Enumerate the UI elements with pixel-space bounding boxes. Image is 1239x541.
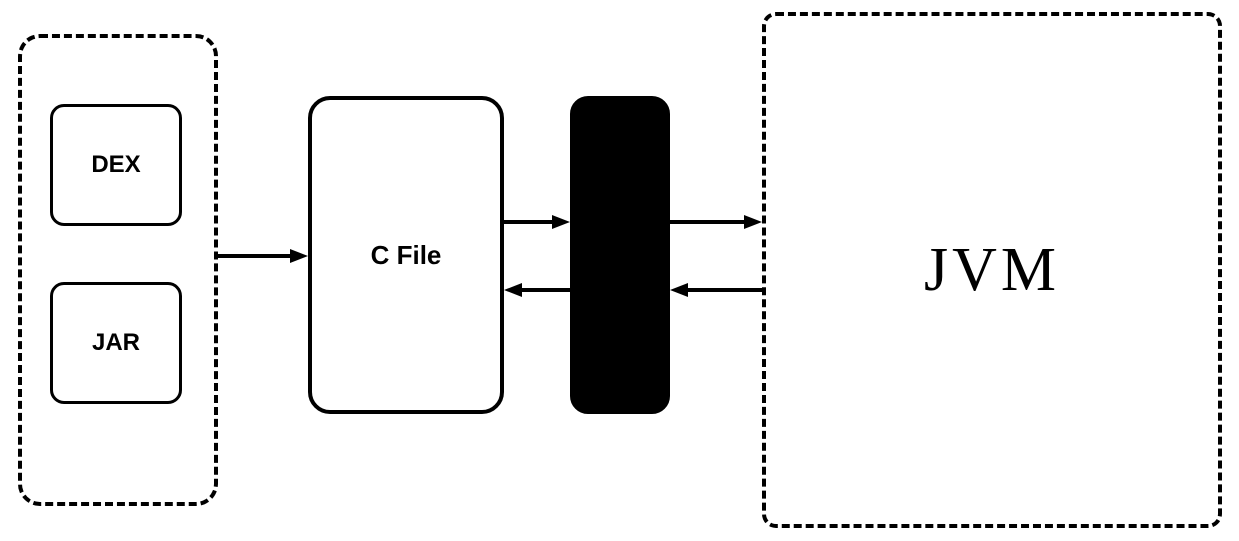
jvm-label: JVM bbox=[924, 235, 1060, 306]
dex-label: DEX bbox=[91, 151, 140, 179]
jar-box: JAR bbox=[50, 282, 182, 404]
native-block bbox=[570, 96, 670, 414]
jvm-box: JVM bbox=[762, 12, 1222, 528]
jar-label: JAR bbox=[92, 329, 140, 357]
diagram-canvas: DEX JAR C File JVM bbox=[0, 0, 1239, 541]
c-file-label: C File bbox=[371, 240, 442, 271]
dex-box: DEX bbox=[50, 104, 182, 226]
c-file-box: C File bbox=[308, 96, 504, 414]
